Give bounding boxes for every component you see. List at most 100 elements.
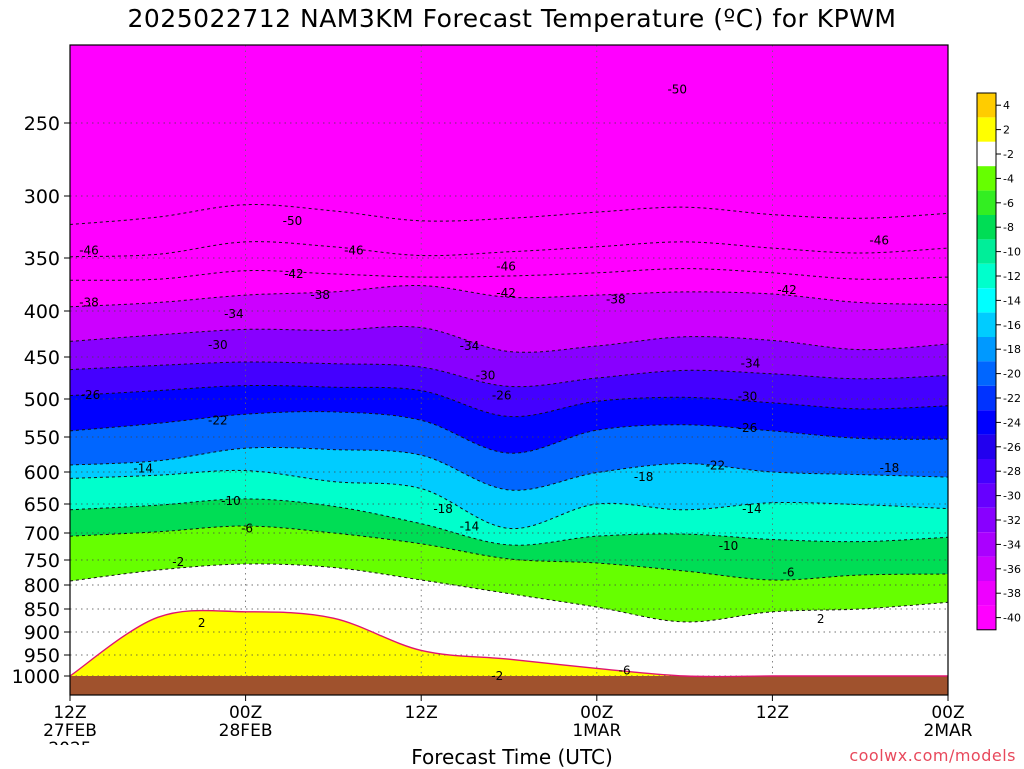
temp-band-fill <box>70 45 948 225</box>
colorbar-swatch <box>977 483 996 508</box>
colorbar: 4 2 -2 -4 -6 -8 -10 -12 -14 -16 -18 -20 -22 -24 -26 -28… <box>976 92 1021 631</box>
colorbar-label: 2 <box>1003 124 1010 137</box>
contour-value-label: -2 <box>172 555 184 569</box>
y-tick-label: 400 <box>24 301 60 323</box>
colorbar-label: -40 <box>1003 612 1021 625</box>
isotherm-line <box>70 241 948 258</box>
isotherm-line <box>70 361 948 388</box>
colorbar-label: -28 <box>1003 465 1021 478</box>
temperature-fill-layer <box>70 45 948 695</box>
terrain-ground <box>70 676 948 695</box>
contour-value-label: -26 <box>738 421 758 435</box>
contour-value-label: -30 <box>738 389 758 403</box>
colorbar-swatch <box>977 581 996 606</box>
y-tick-label: 450 <box>24 347 60 369</box>
colorbar-label: 4 <box>1003 99 1010 112</box>
colorbar-frame <box>976 92 997 631</box>
ground-layer <box>70 676 948 695</box>
colorbar-label: -34 <box>1003 538 1021 551</box>
contour-value-label: -18 <box>433 502 453 516</box>
contour-value-label: -42 <box>777 283 797 297</box>
x-tick-label: 00Z <box>580 703 613 723</box>
contour-value-label: -6 <box>783 566 795 580</box>
isotherm-line <box>70 563 948 623</box>
y-tick-label: 600 <box>24 462 60 484</box>
contour-value-label: 2 <box>198 616 206 630</box>
isotherm-line <box>70 446 948 491</box>
colorbar-label: -6 <box>1003 197 1014 210</box>
contour-value-label: -14 <box>742 502 762 516</box>
colorbar-label: -12 <box>1003 270 1021 283</box>
contour-value-label: -38 <box>606 292 626 306</box>
contour-value-label: -46 <box>496 259 516 273</box>
colorbar-swatch <box>977 141 996 167</box>
y-tick-label: 850 <box>24 599 60 621</box>
colorbar-swatch <box>977 361 996 386</box>
x-tick-label: 2025 <box>48 739 91 745</box>
colorbar-label: -32 <box>1003 514 1021 527</box>
y-tick-label: 700 <box>24 523 60 545</box>
colorbar-label: -20 <box>1003 368 1021 381</box>
y-tick-label: 750 <box>24 550 60 572</box>
contour-value-label: -50 <box>667 82 687 96</box>
chart-title: 2025022712 NAM3KM Forecast Temperature (… <box>127 4 897 33</box>
colorbar-swatch <box>977 288 996 313</box>
contour-value-label: -10 <box>221 494 241 508</box>
x-tick-label: 27FEB <box>43 721 97 741</box>
contour-value-label: -6 <box>619 664 631 678</box>
contour-value-label: -42 <box>496 286 516 300</box>
contour-value-label: -2 <box>491 669 503 683</box>
colorbar-swatch <box>977 410 996 435</box>
contour-value-label: -34 <box>224 307 244 321</box>
contour-value-label: -34 <box>741 357 761 371</box>
isotherm-line <box>70 609 948 678</box>
x-tick-label: 28FEB <box>219 721 273 741</box>
isotherm-line <box>70 325 948 353</box>
colorbar-swatch <box>977 337 996 362</box>
colorbar-label: -10 <box>1003 246 1021 259</box>
y-tick-label: 300 <box>24 186 60 208</box>
contour-value-label: -14 <box>133 462 153 476</box>
colorbar-label: -26 <box>1003 441 1021 454</box>
colorbar-label: -8 <box>1003 221 1014 234</box>
contour-value-label: -46 <box>344 244 364 258</box>
plot-frame <box>69 44 949 696</box>
colorbar-swatch <box>977 239 996 264</box>
x-tick-label: 12Z <box>756 703 789 723</box>
site-credit: coolwx.com/models <box>849 746 1016 765</box>
colorbar-swatch <box>977 117 996 142</box>
isotherm-line <box>70 411 948 454</box>
colorbar-label: -16 <box>1003 319 1021 332</box>
contour-value-label: -50 <box>283 214 303 228</box>
contour-value-label: -46 <box>79 244 99 258</box>
isotherm-line <box>70 285 948 308</box>
colorbar-swatch <box>977 507 996 533</box>
colorbar-label: -36 <box>1003 563 1021 576</box>
colorbar-label: -22 <box>1003 392 1021 405</box>
colorbar-label: -18 <box>1003 343 1021 356</box>
y-tick-label: 800 <box>24 575 60 597</box>
colorbar-swatch <box>977 312 996 337</box>
contour-value-label: -34 <box>460 339 480 353</box>
x-tick-label: 00Z <box>931 703 964 723</box>
y-tick-label: 900 <box>24 622 60 644</box>
colorbar-swatch <box>977 166 996 191</box>
contour-label-layer: -50 -50 -46 -46 -46 -46 -42 -42 -42 -38 -38 -38 -34 -… <box>79 82 899 683</box>
y-tick-label: 250 <box>24 113 60 135</box>
contour-layer <box>70 204 948 678</box>
isotherm-line <box>70 204 948 225</box>
contour-value-label: -38 <box>79 296 99 310</box>
colorbar-swatch <box>977 434 996 459</box>
y-tick-label: 350 <box>24 248 60 270</box>
contour-value-label: -22 <box>208 413 228 427</box>
isotherm-line <box>70 498 948 546</box>
forecast-chart: -50-50-46 -46-46-46-42-42 -42-38-38 -38-34-… <box>12 44 1021 745</box>
contour-value-label: -38 <box>310 288 330 302</box>
colorbar-swatch <box>977 459 996 484</box>
x-tick-label: 1MAR <box>572 721 621 741</box>
colorbar-label: -2 <box>1003 148 1014 161</box>
contour-value-label: -22 <box>706 459 726 473</box>
colorbar-label: -4 <box>1003 172 1014 185</box>
x-axis-title: Forecast Time (UTC) <box>411 745 613 769</box>
contour-value-label: 2 <box>817 612 825 626</box>
